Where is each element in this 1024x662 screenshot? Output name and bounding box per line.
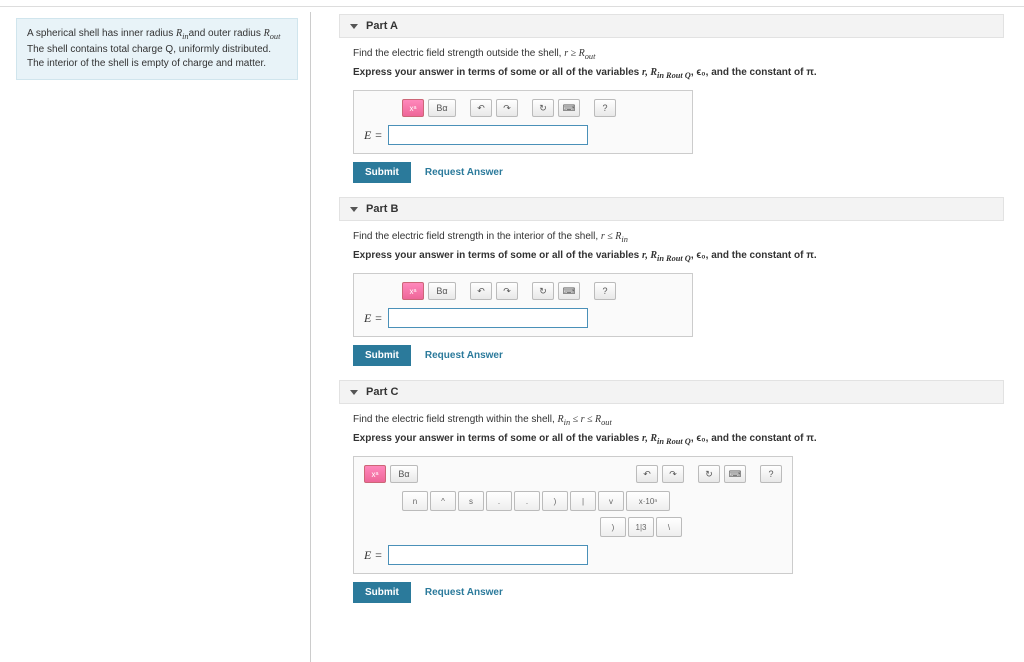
part-b-header[interactable]: Part B: [339, 197, 1004, 221]
answer-area: xᵃ Βα ↶ ↷ ↻ ⌨ ? n ^ s: [353, 456, 793, 574]
instructions: Express your answer in terms of some or …: [353, 250, 1004, 263]
key-button[interactable]: |: [570, 491, 596, 511]
undo-button[interactable]: ↶: [636, 465, 658, 483]
key-button[interactable]: s: [458, 491, 484, 511]
answer-input[interactable]: [388, 125, 588, 145]
equation-label: E =: [364, 128, 382, 143]
answer-input[interactable]: [388, 545, 588, 565]
part-a-header[interactable]: Part A: [339, 14, 1004, 38]
key-button[interactable]: .: [514, 491, 540, 511]
submit-button[interactable]: Submit: [353, 345, 411, 366]
answer-input[interactable]: [388, 308, 588, 328]
keyboard-button[interactable]: ⌨: [558, 99, 580, 117]
caret-icon: [350, 24, 358, 29]
part-title: Part C: [366, 386, 398, 398]
superscript-button[interactable]: xᵃ: [402, 282, 424, 300]
greek-button[interactable]: Βα: [428, 99, 456, 117]
reset-button[interactable]: ↻: [698, 465, 720, 483]
sci-notation-button[interactable]: x·10ⁿ: [626, 491, 670, 511]
submit-button[interactable]: Submit: [353, 162, 411, 183]
greek-button[interactable]: Βα: [390, 465, 418, 483]
key-button[interactable]: 1|3: [628, 517, 654, 537]
part-c-header[interactable]: Part C: [339, 380, 1004, 404]
key-button[interactable]: \: [656, 517, 682, 537]
caret-icon: [350, 390, 358, 395]
answer-area: xᵃ Βα ↶ ↷ ↻ ⌨ ? E =: [353, 90, 693, 154]
redo-button[interactable]: ↷: [496, 282, 518, 300]
equation-label: E =: [364, 548, 382, 563]
prompt: Find the electric field strength within …: [353, 414, 1004, 427]
help-button[interactable]: ?: [594, 282, 616, 300]
key-button[interactable]: n: [402, 491, 428, 511]
keyboard-button[interactable]: ⌨: [558, 282, 580, 300]
key-button[interactable]: v: [598, 491, 624, 511]
request-answer-link[interactable]: Request Answer: [425, 587, 503, 598]
part-title: Part B: [366, 203, 398, 215]
part-title: Part A: [366, 20, 398, 32]
undo-button[interactable]: ↶: [470, 99, 492, 117]
redo-button[interactable]: ↷: [662, 465, 684, 483]
caret-icon: [350, 207, 358, 212]
greek-button[interactable]: Βα: [428, 282, 456, 300]
prompt: Find the electric field strength in the …: [353, 231, 1004, 244]
instructions: Express your answer in terms of some or …: [353, 433, 1004, 446]
key-button[interactable]: ): [542, 491, 568, 511]
key-button[interactable]: .: [486, 491, 512, 511]
help-button[interactable]: ?: [760, 465, 782, 483]
key-button[interactable]: ): [600, 517, 626, 537]
answer-area: xᵃ Βα ↶ ↷ ↻ ⌨ ? E =: [353, 273, 693, 337]
undo-button[interactable]: ↶: [470, 282, 492, 300]
problem-statement: A spherical shell has inner radius Rinan…: [16, 18, 298, 80]
request-answer-link[interactable]: Request Answer: [425, 167, 503, 178]
redo-button[interactable]: ↷: [496, 99, 518, 117]
submit-button[interactable]: Submit: [353, 582, 411, 603]
key-button[interactable]: ^: [430, 491, 456, 511]
reset-button[interactable]: ↻: [532, 99, 554, 117]
reset-button[interactable]: ↻: [532, 282, 554, 300]
keyboard-button[interactable]: ⌨: [724, 465, 746, 483]
equation-label: E =: [364, 311, 382, 326]
superscript-button[interactable]: xᵃ: [364, 465, 386, 483]
superscript-button[interactable]: xᵃ: [402, 99, 424, 117]
prompt: Find the electric field strength outside…: [353, 48, 1004, 61]
help-button[interactable]: ?: [594, 99, 616, 117]
request-answer-link[interactable]: Request Answer: [425, 350, 503, 361]
instructions: Express your answer in terms of some or …: [353, 67, 1004, 80]
